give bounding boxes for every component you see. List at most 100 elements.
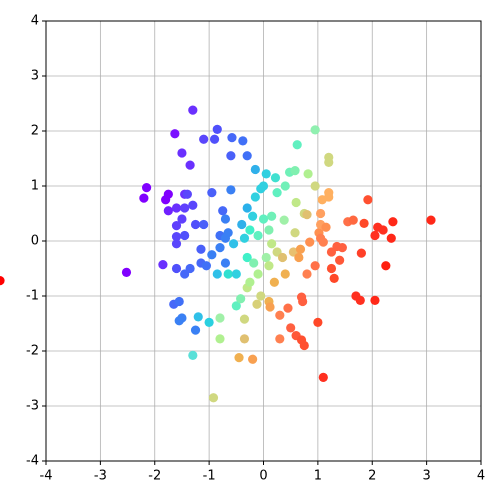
point bbox=[245, 225, 255, 235]
point bbox=[141, 183, 152, 193]
point bbox=[267, 239, 277, 249]
point bbox=[355, 295, 365, 305]
point bbox=[199, 134, 209, 144]
point bbox=[188, 105, 198, 115]
point bbox=[238, 136, 248, 146]
point bbox=[182, 189, 192, 199]
ticks: -4 -3 -2 -1 0 1 2 3 4 -4 -3 -2 -1 0 1 2 3 4 bbox=[26, 14, 485, 484]
point bbox=[220, 258, 231, 268]
point bbox=[337, 243, 347, 253]
point bbox=[212, 269, 222, 279]
point bbox=[326, 263, 337, 274]
point bbox=[250, 192, 260, 202]
point bbox=[356, 248, 366, 258]
point bbox=[279, 215, 289, 225]
point bbox=[245, 277, 255, 287]
y-tick-label: 2 bbox=[31, 124, 39, 139]
point bbox=[277, 252, 288, 263]
point bbox=[242, 151, 252, 161]
point bbox=[171, 232, 182, 242]
point bbox=[310, 261, 320, 271]
point bbox=[185, 263, 195, 274]
point bbox=[388, 217, 398, 227]
point bbox=[426, 215, 436, 225]
point bbox=[370, 295, 380, 305]
point bbox=[283, 303, 293, 313]
y-tick-label: -2 bbox=[26, 344, 39, 359]
point bbox=[239, 233, 250, 243]
x-tick-label: -4 bbox=[40, 469, 53, 484]
point bbox=[264, 261, 274, 271]
point bbox=[171, 263, 182, 274]
y-tick-label: -4 bbox=[26, 454, 39, 469]
point bbox=[359, 218, 369, 228]
point bbox=[256, 291, 266, 301]
point bbox=[121, 267, 132, 277]
point bbox=[196, 244, 206, 254]
point bbox=[171, 239, 182, 249]
point bbox=[258, 181, 269, 191]
point bbox=[264, 225, 274, 235]
point bbox=[302, 210, 312, 220]
point bbox=[275, 310, 285, 320]
point bbox=[237, 219, 247, 230]
point bbox=[177, 148, 187, 158]
point bbox=[226, 151, 236, 161]
point bbox=[158, 260, 168, 270]
point bbox=[188, 200, 198, 210]
point bbox=[305, 237, 315, 247]
y-tick-label: 0 bbox=[31, 234, 39, 249]
point bbox=[363, 195, 373, 205]
point bbox=[239, 314, 250, 324]
point bbox=[207, 188, 217, 198]
point bbox=[258, 214, 269, 224]
point bbox=[234, 353, 244, 363]
x-tick-label: 3 bbox=[422, 469, 430, 484]
point bbox=[185, 160, 195, 170]
point bbox=[220, 214, 231, 224]
point bbox=[313, 317, 323, 327]
points bbox=[0, 105, 436, 403]
point bbox=[261, 252, 271, 263]
y-tick-label: 1 bbox=[31, 179, 39, 194]
point bbox=[286, 323, 296, 333]
point bbox=[348, 215, 358, 225]
point bbox=[303, 169, 313, 179]
point bbox=[261, 169, 271, 179]
point bbox=[302, 269, 312, 279]
point bbox=[218, 206, 228, 216]
point bbox=[242, 203, 252, 213]
point bbox=[253, 269, 263, 279]
point bbox=[296, 292, 307, 302]
point bbox=[201, 261, 212, 271]
point bbox=[386, 233, 396, 243]
point bbox=[267, 211, 277, 221]
point bbox=[180, 203, 190, 213]
point bbox=[188, 350, 198, 360]
point bbox=[299, 340, 309, 351]
point bbox=[212, 124, 222, 134]
point bbox=[275, 334, 285, 344]
point bbox=[215, 334, 225, 344]
point bbox=[204, 317, 214, 327]
point bbox=[270, 173, 281, 183]
point bbox=[378, 225, 388, 235]
point bbox=[207, 250, 217, 260]
point bbox=[223, 228, 233, 238]
x-tick-label: 0 bbox=[259, 469, 267, 484]
point bbox=[249, 258, 259, 268]
point bbox=[335, 255, 345, 265]
point bbox=[193, 312, 203, 322]
point bbox=[290, 166, 300, 176]
point bbox=[370, 230, 380, 241]
point bbox=[163, 189, 173, 199]
point bbox=[292, 140, 302, 150]
point bbox=[0, 276, 5, 286]
point bbox=[321, 222, 331, 232]
point bbox=[236, 294, 246, 304]
point bbox=[215, 313, 225, 323]
point bbox=[318, 237, 328, 247]
point bbox=[199, 219, 209, 230]
point bbox=[228, 239, 239, 249]
